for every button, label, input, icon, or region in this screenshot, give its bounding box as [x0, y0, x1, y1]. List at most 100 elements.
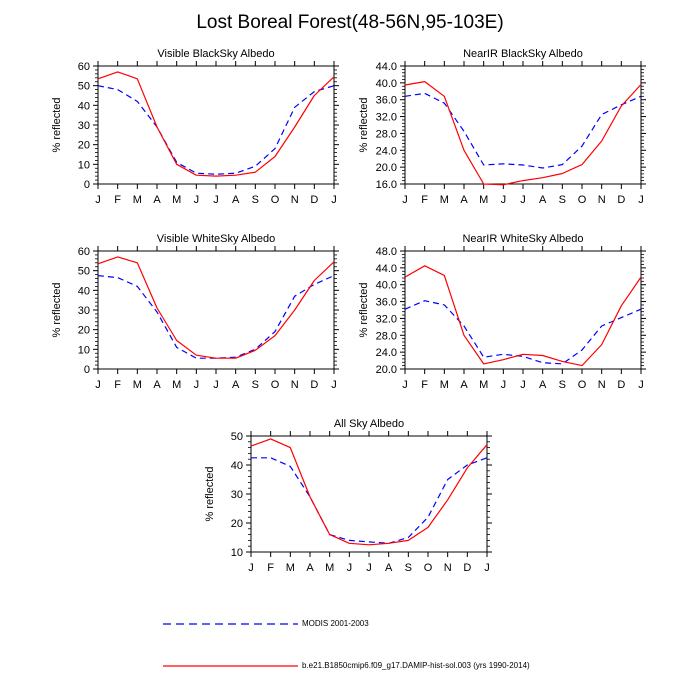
panel2-frame	[404, 65, 642, 185]
panel4-series-modis	[404, 300, 642, 365]
panel3-ytick-label: 30	[78, 305, 90, 317]
panel4-xtick-label: M	[479, 379, 488, 391]
panel4-ytick-label: 32.0	[376, 313, 397, 325]
panel5-title: All Sky Albedo	[334, 418, 404, 430]
panel5-ytick-label: 10	[231, 547, 243, 559]
panel2-ytick-label: 40.0	[376, 78, 397, 90]
panel1-xtick-label: D	[310, 194, 318, 206]
panel1-ytick-label: 20	[78, 140, 90, 152]
panel1-xtick-label: S	[252, 194, 259, 206]
panel5-xtick-label: S	[405, 562, 412, 574]
panel4-xtick-label: D	[617, 379, 625, 391]
panel5-ylabel: % reflected	[204, 466, 216, 521]
panel2-xtick-label: A	[539, 194, 547, 206]
panel4-ytick-label: 40.0	[376, 280, 397, 292]
panel5-xtick-label: O	[424, 562, 433, 574]
panel2-ytick-label: 20.0	[376, 162, 397, 174]
panel4-xtick-label: O	[578, 379, 587, 391]
panel2-xtick-label: J	[520, 194, 526, 206]
panel3-xtick-label: M	[133, 379, 142, 391]
panel1-ytick-label: 0	[84, 179, 90, 191]
panel1-xtick-label: J	[331, 194, 337, 206]
panel4-xtick-label: M	[440, 379, 449, 391]
panel1-ytick-label: 30	[78, 120, 90, 132]
panel1-xtick-label: M	[172, 194, 181, 206]
panel5-xtick-label: N	[444, 562, 452, 574]
panel3-xtick-label: M	[172, 379, 181, 391]
panel2-xtick-label: S	[559, 194, 566, 206]
panel4-series-model	[404, 265, 642, 367]
panel5-xtick-label: J	[347, 562, 353, 574]
panel5-xtick-label: D	[463, 562, 471, 574]
panel2-xtick-label: M	[479, 194, 488, 206]
panel2-xtick-label: M	[440, 194, 449, 206]
panel2-xtick-label: O	[578, 194, 587, 206]
panel3-ytick-label: 60	[78, 246, 90, 258]
panel2-xtick-label: D	[617, 194, 625, 206]
panel3-ytick-label: 0	[84, 364, 90, 376]
panel4-ytick-label: 20.0	[376, 364, 397, 376]
panel5-series-model	[250, 438, 488, 546]
panel3-ytick-label: 50	[78, 266, 90, 278]
panel3-frame	[97, 250, 335, 370]
panel2-series-model	[404, 80, 642, 186]
panel5-xtick-label: M	[286, 562, 295, 574]
panel3-ytick-label: 20	[78, 325, 90, 337]
panel5-xtick-label: A	[306, 562, 314, 574]
panel1-ytick-label: 10	[78, 159, 90, 171]
panel4-ytick-label: 28.0	[376, 330, 397, 342]
panel2-series-modis	[404, 92, 642, 169]
panel3-xtick-label: J	[95, 379, 101, 391]
figure-title: Lost Boreal Forest(48-56N,95-103E)	[196, 12, 504, 33]
panel2-ylabel: % reflected	[358, 97, 370, 152]
panel1-ytick-label: 50	[78, 81, 90, 93]
panel4-xtick-label: J	[520, 379, 526, 391]
panel5-ytick-label: 20	[231, 518, 243, 530]
panel4-frame	[404, 250, 642, 370]
panel2-xtick-label: A	[460, 194, 468, 206]
legend-label-modis: MODIS 2001-2003	[302, 619, 369, 628]
panel4-ylabel: % reflected	[358, 282, 370, 337]
panel5-xtick-label: F	[267, 562, 274, 574]
panel5-ytick-label: 50	[231, 431, 243, 443]
panel3-series-model	[97, 256, 335, 359]
panel1-series-model	[97, 71, 335, 177]
panel5-xtick-label: M	[325, 562, 334, 574]
panel1-xtick-label: N	[291, 194, 299, 206]
panel1-ytick-label: 40	[78, 100, 90, 112]
panel4-xtick-label: J	[638, 379, 644, 391]
panel5-ytick-label: 30	[231, 489, 243, 501]
panel3-series-modis	[97, 275, 335, 359]
panel3-xtick-label: J	[331, 379, 337, 391]
panel1-ylabel: % reflected	[51, 97, 63, 152]
panel4-ytick-label: 44.0	[376, 263, 397, 275]
panel4-xtick-label: J	[402, 379, 408, 391]
panel1-series-modis	[97, 85, 335, 175]
panel2-xtick-label: J	[638, 194, 644, 206]
panel1-title: Visible BlackSky Albedo	[157, 48, 274, 60]
panel3-xtick-label: O	[271, 379, 280, 391]
panel2-xtick-label: J	[402, 194, 408, 206]
panel1-xtick-label: M	[133, 194, 142, 206]
panel2-title: NearIR BlackSky Albedo	[463, 48, 583, 60]
panel4-ytick-label: 24.0	[376, 347, 397, 359]
panel2-ytick-label: 28.0	[376, 128, 397, 140]
panel1-xtick-label: A	[232, 194, 240, 206]
panel2-ytick-label: 44.0	[376, 61, 397, 73]
panel4-xtick-label: J	[501, 379, 507, 391]
panel4-xtick-label: S	[559, 379, 566, 391]
panel3-xtick-label: S	[252, 379, 259, 391]
panel2-xtick-label: N	[598, 194, 606, 206]
panel1-ytick-label: 60	[78, 61, 90, 73]
panel5-xtick-label: J	[248, 562, 254, 574]
panel3-title: Visible WhiteSky Albedo	[157, 233, 275, 245]
panel2-ytick-label: 16.0	[376, 179, 397, 191]
panel5-series-modis	[251, 457, 488, 544]
panel5-xtick-label: J	[366, 562, 372, 574]
panel1-xtick-label: O	[271, 194, 280, 206]
panel1-frame	[97, 65, 335, 185]
panel4-ytick-label: 48.0	[376, 246, 397, 258]
panel3-ytick-label: 10	[78, 344, 90, 356]
panel5-ytick-label: 40	[231, 460, 243, 472]
